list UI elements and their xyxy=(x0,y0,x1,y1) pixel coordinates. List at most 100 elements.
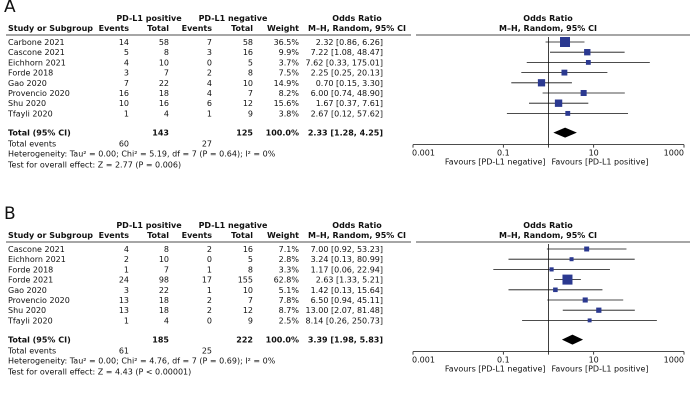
odds-ratio-marker xyxy=(537,79,546,87)
total-value: 143 xyxy=(152,129,169,138)
total-value: 7 xyxy=(164,265,169,274)
total-events-value: 27 xyxy=(202,140,212,149)
total-events-label: Total events xyxy=(7,140,56,149)
total-value: 4 xyxy=(164,316,169,325)
panel-letter: A xyxy=(4,0,16,17)
odds-ratio-marker xyxy=(562,274,573,285)
total-weight: 100.0% xyxy=(266,336,299,345)
total-value: 8 xyxy=(164,245,169,254)
group1-header: PD-L1 positive xyxy=(116,14,182,23)
odds-ratio-value: 13.00 [2.07, 81.48] xyxy=(306,306,384,315)
events-value: 7 xyxy=(207,38,212,47)
odds-ratio-marker xyxy=(582,297,588,303)
odds-ratio-value: 7.62 [0.33, 175.01] xyxy=(306,58,384,67)
odds-ratio-value: 8.14 [0.26, 250.73] xyxy=(306,316,384,325)
pooled-diamond xyxy=(553,127,577,138)
x-tick-label: 10 xyxy=(589,356,599,365)
odds-ratio-value: 3.24 [0.13, 80.99] xyxy=(311,255,383,264)
odds-ratio-value: 6.50 [0.94, 45.11] xyxy=(311,296,383,305)
events-value: 1 xyxy=(124,316,129,325)
method-header: M–H, Random, 95% CI xyxy=(308,24,406,33)
x-tick-label: 1000 xyxy=(664,149,684,158)
overall-effect-text: Test for overall effect: Z = 2.77 (P = 0… xyxy=(7,161,181,170)
weight-column-header: Weight xyxy=(267,231,299,240)
weight-value: 2.8% xyxy=(279,255,300,264)
odds-ratio-value: 2.63 [1.33, 5.21] xyxy=(316,276,383,285)
weight-value: 7.1% xyxy=(279,245,300,254)
total-value: 22 xyxy=(159,286,169,295)
odds-ratio-marker xyxy=(584,49,591,56)
odds-ratio-value: 2.25 [0.25, 20.13] xyxy=(311,69,383,78)
total-value: 10 xyxy=(243,79,253,88)
heterogeneity-text: Heterogeneity: Tau² = 0.00; Chi² = 5.19,… xyxy=(8,150,276,159)
odds-ratio-marker xyxy=(553,287,558,293)
weight-value: 8.2% xyxy=(279,89,300,98)
weight-value: 14.9% xyxy=(274,79,300,88)
group2-header: PD-L1 negative xyxy=(199,221,268,230)
study-name: Forde 2018 xyxy=(8,69,53,78)
total-events-value: 25 xyxy=(202,347,212,356)
total-value: 9 xyxy=(248,109,253,118)
events-value: 3 xyxy=(207,48,212,57)
weight-value: 5.1% xyxy=(279,286,300,295)
total-value: 155 xyxy=(238,276,253,285)
total-weight: 100.0% xyxy=(266,129,299,138)
odds-ratio-marker xyxy=(585,59,591,65)
study-name: Carbone 2021 xyxy=(8,38,65,47)
total-value: 22 xyxy=(159,79,169,88)
total-value: 8 xyxy=(248,265,253,274)
plot-odds-ratio-header: Odds Ratio xyxy=(523,14,573,23)
events-value: 2 xyxy=(207,296,212,305)
events-value: 16 xyxy=(119,89,129,98)
total-label: Total (95% CI) xyxy=(8,336,71,345)
events-column-header: Events xyxy=(182,231,213,240)
weight-value: 62.8% xyxy=(274,276,300,285)
study-name: Shu 2020 xyxy=(8,306,46,315)
odds-ratio-marker xyxy=(596,307,602,313)
weight-value: 3.3% xyxy=(279,265,300,274)
total-column-header: Total xyxy=(147,231,169,240)
odds-ratio-marker xyxy=(549,267,554,272)
study-name: Forde 2018 xyxy=(8,265,53,274)
odds-ratio-marker xyxy=(580,89,587,97)
odds-ratio-value: 1.67 [0.37, 7.61] xyxy=(316,99,383,108)
total-value: 7 xyxy=(248,89,253,98)
events-value: 5 xyxy=(124,48,129,57)
events-value: 3 xyxy=(124,286,129,295)
total-value: 8 xyxy=(164,48,169,57)
total-value: 125 xyxy=(236,129,253,138)
events-value: 0 xyxy=(207,316,212,325)
pooled-diamond xyxy=(561,334,584,345)
weight-column-header: Weight xyxy=(267,24,299,33)
total-value: 18 xyxy=(159,306,169,315)
events-value: 4 xyxy=(207,89,212,98)
events-value: 2 xyxy=(207,245,212,254)
events-column-header: Events xyxy=(99,24,130,33)
weight-value: 2.5% xyxy=(279,316,300,325)
events-value: 2 xyxy=(207,306,212,315)
total-value: 5 xyxy=(248,255,253,264)
events-value: 2 xyxy=(124,255,129,264)
total-value: 8 xyxy=(248,69,253,78)
favours-right-label: Favours [PD-L1 positive] xyxy=(552,365,649,374)
x-tick-label: 0.001 xyxy=(412,356,435,365)
events-value: 10 xyxy=(119,99,129,108)
events-value: 1 xyxy=(124,265,129,274)
odds-ratio-header: Odds Ratio xyxy=(332,221,382,230)
x-tick-label: 1000 xyxy=(664,356,684,365)
total-value: 7 xyxy=(248,296,253,305)
events-value: 24 xyxy=(119,276,129,285)
total-column-header: Total xyxy=(231,231,253,240)
events-value: 2 xyxy=(207,69,212,78)
favours-left-label: Favours [PD-L1 negative] xyxy=(445,158,546,167)
odds-ratio-value: 6.00 [0.74, 48.90] xyxy=(311,89,383,98)
total-column-header: Total xyxy=(231,24,253,33)
study-name: Eichhorn 2021 xyxy=(8,255,66,264)
weight-value: 15.6% xyxy=(274,99,300,108)
total-value: 16 xyxy=(243,245,253,254)
total-value: 7 xyxy=(164,69,169,78)
study-name: Cascone 2021 xyxy=(8,245,65,254)
total-value: 10 xyxy=(243,286,253,295)
odds-ratio-value: 0.70 [0.15, 3.30] xyxy=(316,79,383,88)
